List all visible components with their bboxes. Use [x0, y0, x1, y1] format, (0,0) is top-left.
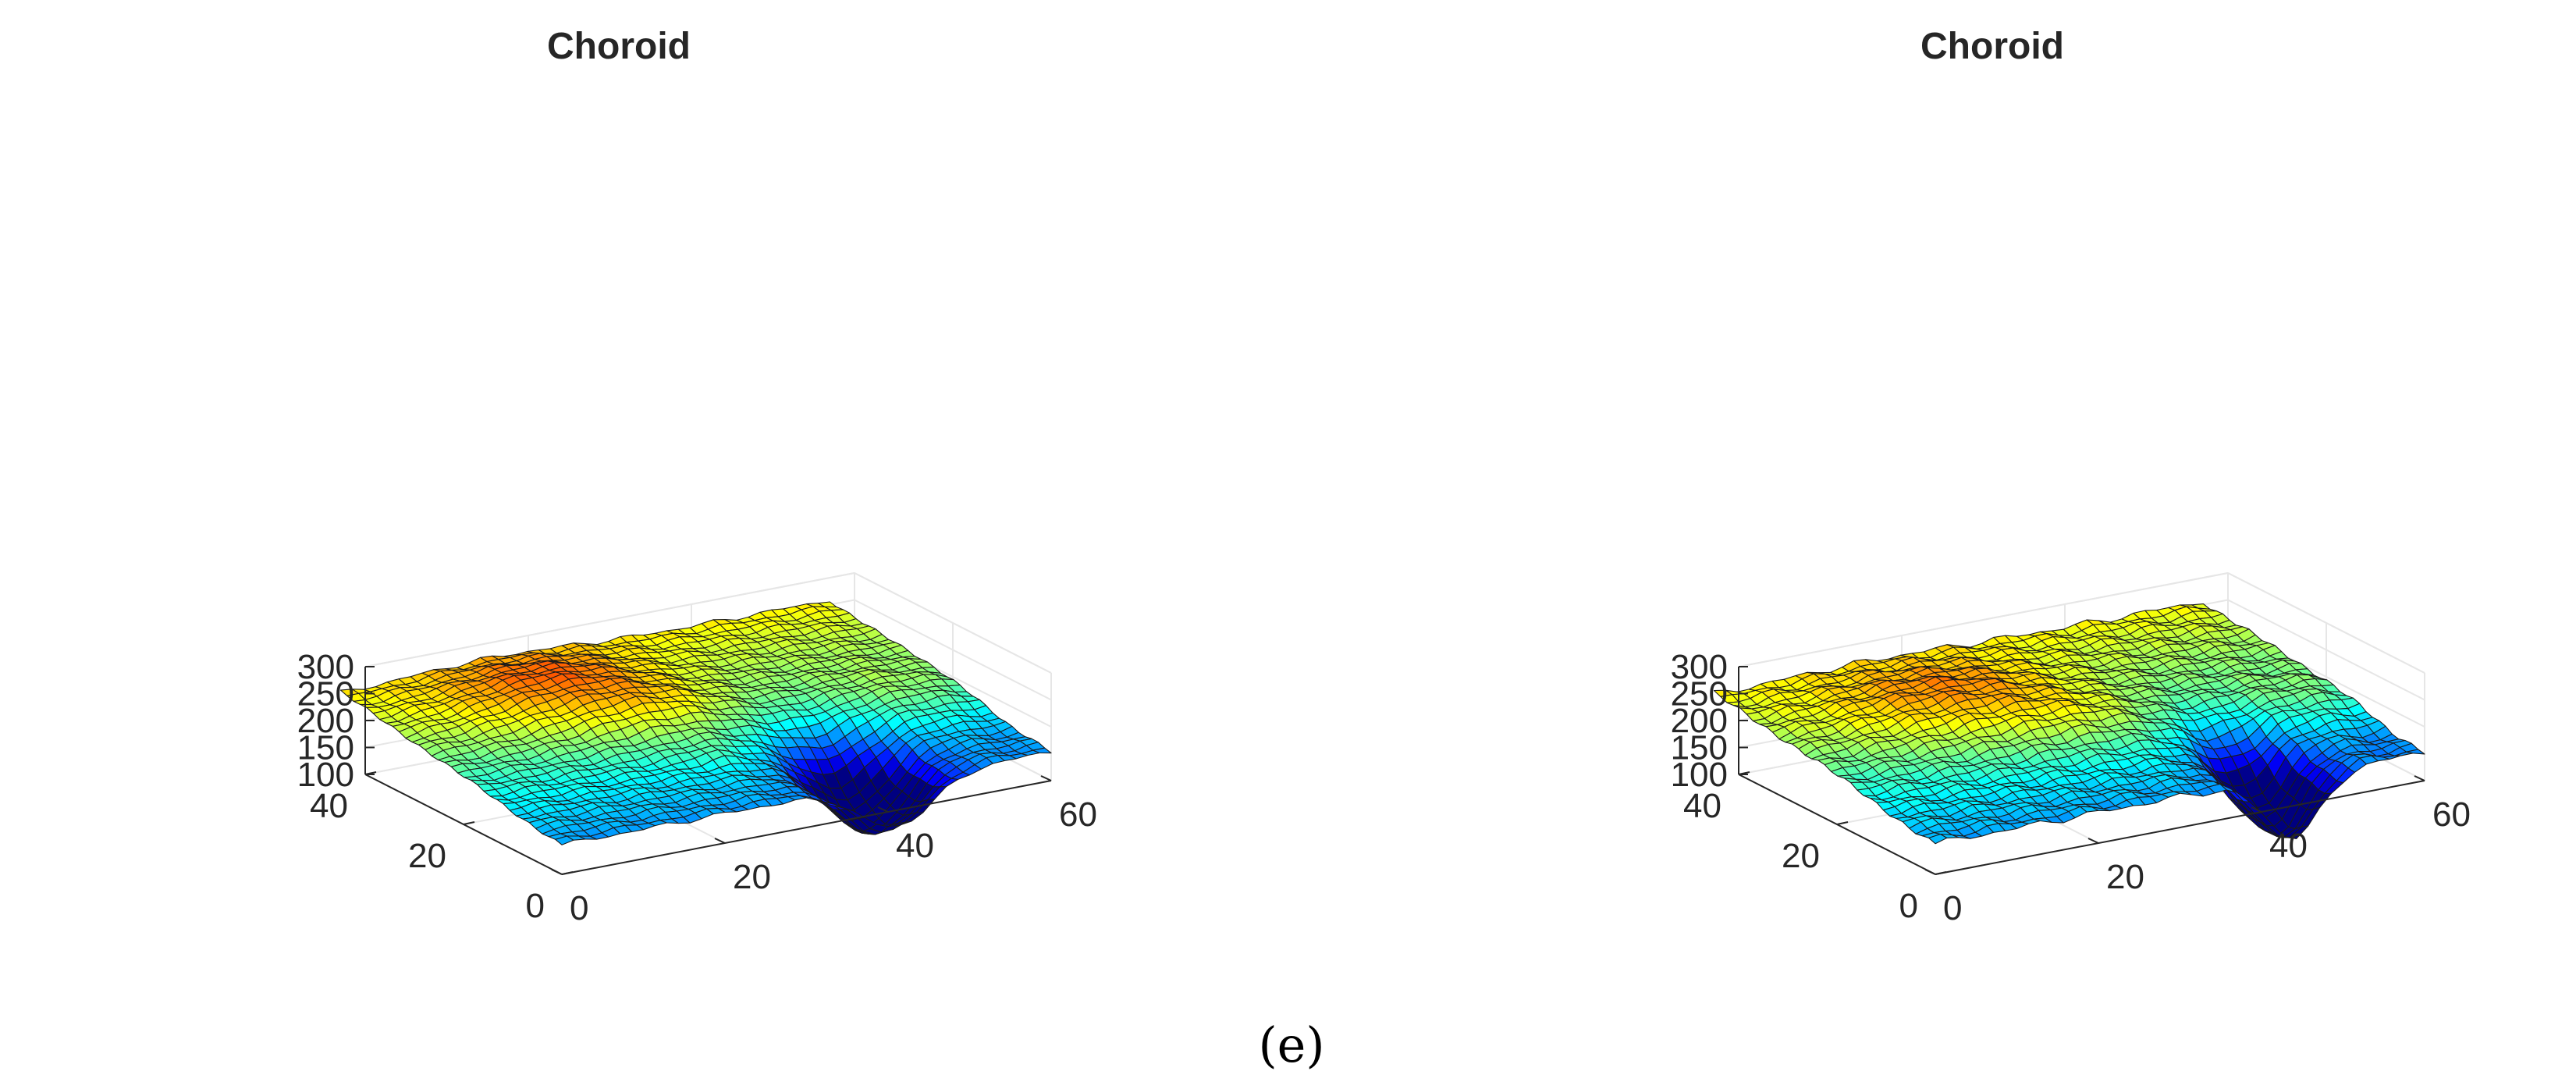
box-edge: [364, 572, 855, 667]
y-tick-label: 40: [1683, 787, 1721, 825]
x-axis-line: [561, 780, 1052, 875]
x-tick: [551, 869, 563, 875]
y-tick-label: 0: [1899, 887, 1918, 925]
x-axis-line: [1935, 780, 2425, 875]
z-tick-label: 150: [1671, 729, 1728, 767]
x-tick: [2251, 806, 2262, 813]
x-tick: [2087, 838, 2099, 844]
z-tick-label: 100: [1671, 756, 1728, 794]
z-tick-label: 250: [297, 675, 354, 714]
x-tick-label: 20: [733, 858, 771, 896]
x-tick: [2414, 775, 2425, 781]
y-tick: [364, 771, 377, 775]
x-tick: [1924, 869, 1936, 875]
x-tick-label: 60: [1059, 795, 1097, 834]
x-tick-label: 40: [2269, 827, 2308, 865]
plot-title-right: Choroid: [1920, 26, 2064, 67]
z-tick-label: 200: [1671, 702, 1728, 740]
x-tick: [1040, 775, 1052, 781]
surface-patch: [1032, 747, 1052, 754]
x-tick-label: 60: [2432, 795, 2471, 834]
y-tick: [1935, 871, 1947, 875]
x-tick-label: 20: [2106, 858, 2144, 896]
plot-title-left: Choroid: [547, 26, 691, 67]
box-edge: [854, 572, 1052, 674]
x-tick-label: 40: [896, 827, 934, 865]
y-tick: [463, 821, 475, 825]
z-tick-label: 200: [297, 702, 354, 740]
z-tick-label: 250: [1671, 675, 1728, 714]
y-tick-label: 0: [526, 887, 545, 925]
y-tick-label: 20: [408, 837, 446, 875]
box-edge: [1738, 572, 2229, 667]
x-tick-label: 0: [1943, 889, 1962, 927]
box-edge: [2227, 572, 2425, 674]
x-tick-label: 0: [570, 889, 588, 927]
z-tick-label: 300: [297, 648, 354, 686]
y-tick: [1836, 821, 1849, 825]
surface-right: [1713, 603, 2425, 845]
y-tick-label: 40: [310, 787, 348, 825]
surface-patch: [2406, 749, 2425, 755]
y-tick: [1738, 771, 1750, 775]
x-tick: [877, 806, 889, 813]
surface-left: [339, 601, 1052, 845]
figure-caption: (e): [1258, 1016, 1324, 1073]
z-tick-label: 300: [1671, 648, 1728, 686]
z-tick-label: 100: [297, 756, 354, 794]
y-tick-label: 20: [1782, 837, 1820, 875]
x-tick: [714, 838, 726, 844]
y-tick: [561, 871, 574, 875]
z-tick-label: 150: [297, 729, 354, 767]
